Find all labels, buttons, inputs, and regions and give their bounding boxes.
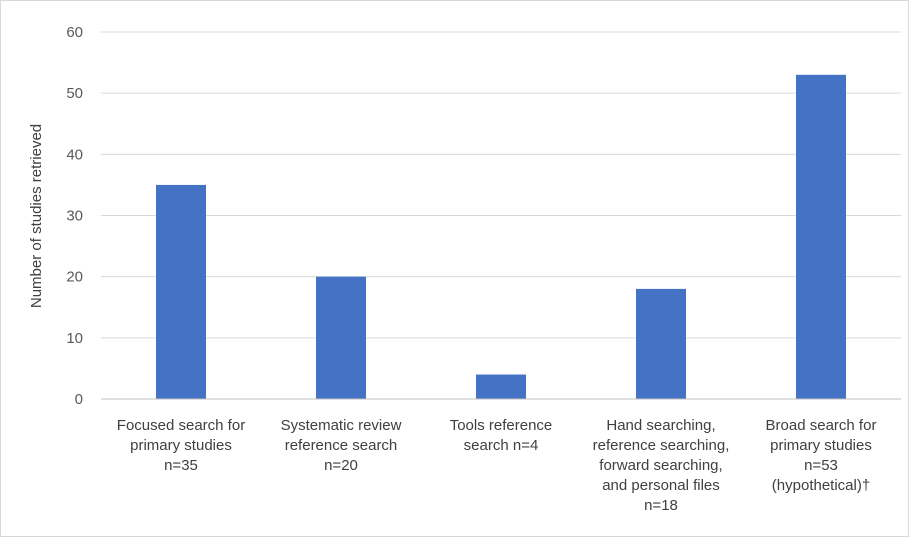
bars xyxy=(156,74,846,400)
bar xyxy=(316,276,366,399)
y-tick-label: 40 xyxy=(66,146,83,163)
y-tick-label: 60 xyxy=(66,24,83,41)
y-axis-label: Number of studies retrieved xyxy=(28,124,45,308)
x-axis-labels: Focused search for primary studies n=35 Sys… xyxy=(117,417,877,514)
x-category-label: Systematic review reference search n=20 xyxy=(281,417,402,474)
y-tick-label: 0 xyxy=(75,391,83,408)
y-axis-ticks: 0 10 20 30 40 50 60 xyxy=(66,24,83,408)
y-tick-label: 10 xyxy=(66,330,83,347)
y-tick-label: 50 xyxy=(66,85,83,102)
y-tick-label: 30 xyxy=(66,208,83,225)
y-tick-label: 20 xyxy=(66,269,83,286)
x-category-label: Hand searching, reference searching, forwa… xyxy=(593,417,730,514)
x-category-label: Tools reference search n=4 xyxy=(450,417,553,454)
x-category-label: Focused search for primary studies n=35 xyxy=(117,417,245,474)
bar xyxy=(476,374,526,399)
x-category-label: Broad search for primary studies n=53 (hypo… xyxy=(766,417,877,494)
bar xyxy=(796,74,846,400)
bar xyxy=(156,184,206,399)
bar xyxy=(636,288,686,399)
gridlines xyxy=(101,31,901,339)
